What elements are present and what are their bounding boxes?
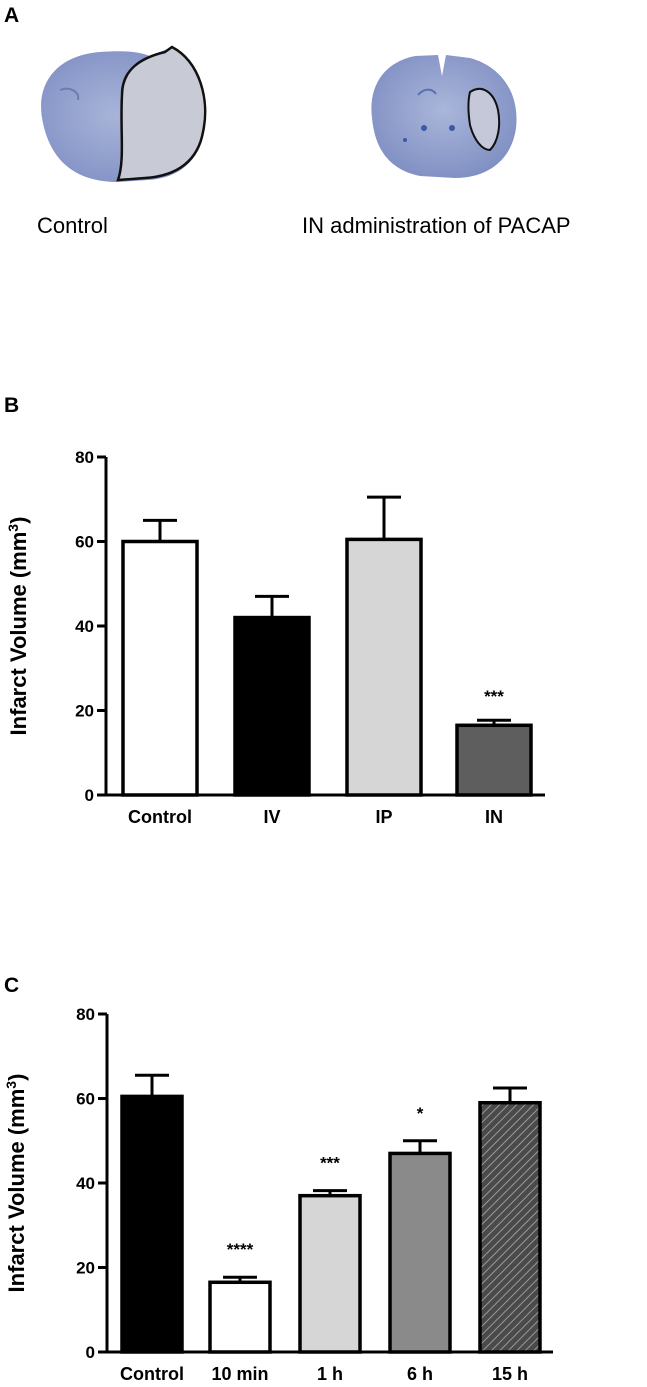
bar-in bbox=[455, 723, 533, 797]
x-tick-label: IP bbox=[375, 807, 392, 827]
panel-letter-c: C bbox=[4, 974, 20, 997]
y-axis-label: Infarct Volume (mm3) bbox=[3, 1074, 29, 1293]
bar-10-min bbox=[208, 1280, 272, 1354]
x-tick-label: 1 h bbox=[317, 1364, 343, 1384]
x-tick-label: 6 h bbox=[407, 1364, 433, 1384]
significance-label: *** bbox=[320, 1154, 340, 1173]
y-tick-label: 60 bbox=[75, 533, 94, 552]
y-tick-label: 0 bbox=[86, 1343, 95, 1362]
significance-label: * bbox=[417, 1104, 424, 1123]
x-tick-label: IV bbox=[263, 807, 280, 827]
y-tick-label: 20 bbox=[76, 1259, 95, 1278]
bar-control bbox=[121, 539, 199, 797]
panel-letter-a: A bbox=[4, 4, 20, 27]
significance-label: **** bbox=[227, 1240, 254, 1259]
caption-pacap: IN administration of PACAP bbox=[302, 213, 571, 238]
x-tick-label: 15 h bbox=[492, 1364, 528, 1384]
significance-label: *** bbox=[484, 687, 504, 706]
y-tick-label: 80 bbox=[75, 448, 94, 467]
panel-letter-b: B bbox=[4, 394, 20, 417]
x-tick-label: 10 min bbox=[211, 1364, 268, 1384]
bar-1-h bbox=[298, 1193, 362, 1354]
caption-control: Control bbox=[37, 213, 108, 238]
y-tick-label: 0 bbox=[85, 786, 94, 805]
bar-15-h bbox=[478, 1100, 542, 1354]
bar-6-h bbox=[388, 1151, 452, 1354]
x-tick-label: Control bbox=[128, 807, 192, 827]
brain-section-control-image bbox=[41, 45, 517, 182]
y-tick-label: 40 bbox=[75, 617, 94, 636]
y-tick-label: 20 bbox=[75, 702, 94, 721]
bar-iv bbox=[233, 615, 311, 797]
bar-control bbox=[120, 1094, 184, 1354]
y-axis-label: Infarct Volume (mm3) bbox=[5, 517, 31, 736]
y-tick-label: 80 bbox=[76, 1005, 95, 1024]
x-tick-label: IN bbox=[485, 807, 503, 827]
y-tick-label: 40 bbox=[76, 1174, 95, 1193]
bar-ip bbox=[345, 537, 423, 797]
x-tick-label: Control bbox=[120, 1364, 184, 1384]
y-tick-label: 60 bbox=[76, 1090, 95, 1109]
